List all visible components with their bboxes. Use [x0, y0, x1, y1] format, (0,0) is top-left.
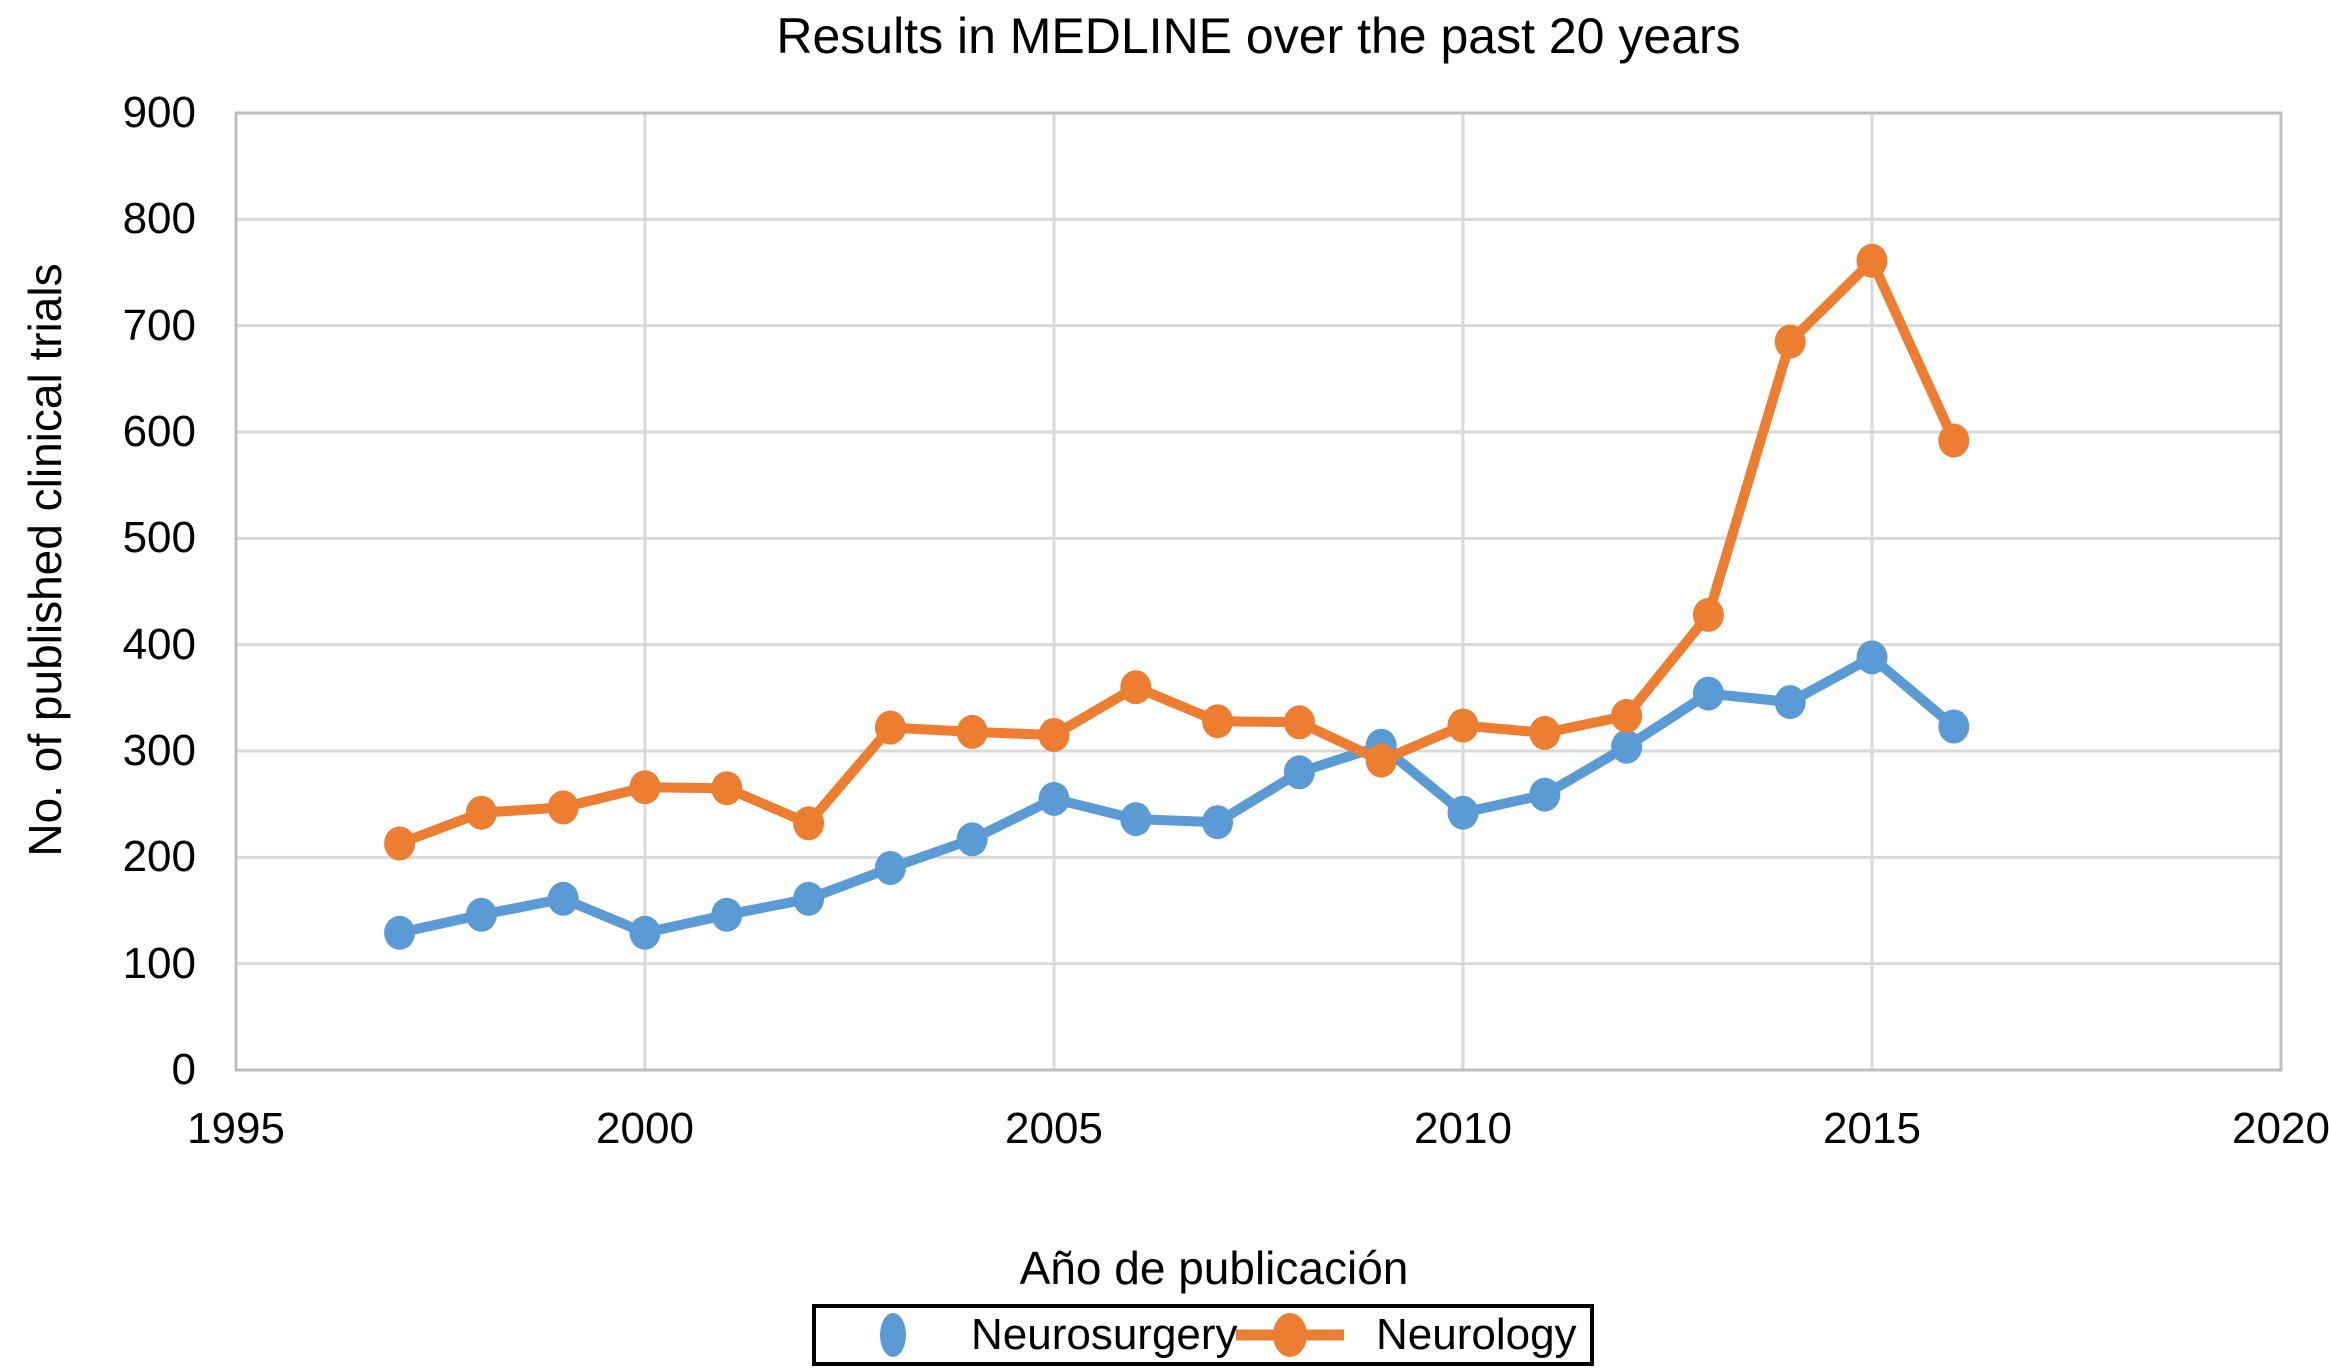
series-neurosurgery-point [1529, 777, 1561, 812]
plot-border [234, 111, 2283, 1072]
series-neurology-point [1120, 670, 1152, 705]
series-neurosurgery-point [1611, 729, 1643, 764]
series-neurology-point [629, 770, 661, 805]
series-neurology-point [1856, 243, 1888, 278]
series-neurology-point [465, 795, 497, 830]
y-tick-label: 400 [122, 619, 196, 669]
x-axis-title: Año de publicación [1019, 1242, 1409, 1294]
series-neurology-point [1283, 705, 1315, 740]
series-neurosurgery-point [1774, 685, 1806, 720]
x-tick-label: 2015 [1823, 1104, 1921, 1153]
legend-label-neurosurgery: Neurosurgery [971, 1310, 1238, 1359]
y-tick-label: 500 [122, 513, 196, 563]
series-neurology-point [1202, 704, 1234, 739]
y-tick-label: 900 [122, 88, 196, 137]
series-neurosurgery-point [1856, 640, 1888, 675]
series-neurosurgery-point [1447, 795, 1479, 830]
series-neurosurgery-point [1120, 802, 1152, 837]
series-neurosurgery-point [547, 881, 579, 916]
series-neurosurgery-point [793, 881, 825, 916]
series-neurology-point [956, 714, 988, 749]
y-tick-label: 300 [122, 726, 196, 775]
series-neurosurgery-point [1283, 755, 1315, 790]
series-neurosurgery-point [384, 915, 416, 950]
series-neurosurgery-point [1038, 781, 1070, 816]
series-neurology-point [1692, 597, 1724, 632]
y-tick-label: 700 [122, 300, 196, 350]
series-neurosurgery-point [1202, 805, 1234, 840]
series-neurosurgery-point [629, 915, 661, 950]
series-neurology-point [1447, 708, 1479, 743]
x-tick-label: 1995 [187, 1104, 285, 1153]
x-tick-label: 2010 [1414, 1104, 1512, 1153]
series-neurology-point [1038, 718, 1070, 752]
y-tick-label: 600 [122, 407, 196, 456]
y-tick-label: 100 [122, 938, 196, 988]
series-neurosurgery-point [956, 822, 988, 857]
series-neurology-point [1529, 715, 1561, 750]
series-neurology-point [874, 710, 906, 745]
series-neurosurgery-point [711, 897, 743, 932]
series-neurology-point [1774, 324, 1806, 359]
series-neurology-point [384, 826, 416, 861]
neurology-legend-marker-icon [1236, 1313, 1344, 1357]
x-tick-label: 2020 [2232, 1104, 2329, 1153]
legend-label-neurology: Neurology [1376, 1310, 1577, 1359]
series-neurology-point [1611, 698, 1643, 733]
x-tick-label: 2005 [1005, 1104, 1103, 1153]
series-neurology-point [1365, 743, 1397, 778]
chart-title: Results in MEDLINE over the past 20 year… [776, 8, 1741, 64]
series-neurology-point [547, 790, 579, 825]
series-neurology-point [793, 806, 825, 841]
y-axis-title: No. of published clinical trials [19, 263, 71, 857]
series-neurosurgery-point [1938, 709, 1970, 744]
x-tick-label: 2000 [596, 1104, 694, 1153]
y-tick-label: 200 [122, 832, 196, 882]
neurosurgery-legend-marker-icon [880, 1313, 906, 1357]
series-neurology-point [711, 771, 743, 806]
series-neurology-line [394, 255, 1959, 849]
y-tick-label: 0 [171, 1045, 196, 1094]
legend: Neurosurgery Neurology [812, 1304, 1594, 1366]
y-tick-label: 800 [122, 194, 196, 244]
series-neurosurgery-point [1692, 676, 1724, 711]
series-neurology-point [1938, 423, 1970, 458]
series-neurosurgery-point [465, 897, 497, 932]
series-neurosurgery-point [874, 851, 906, 885]
